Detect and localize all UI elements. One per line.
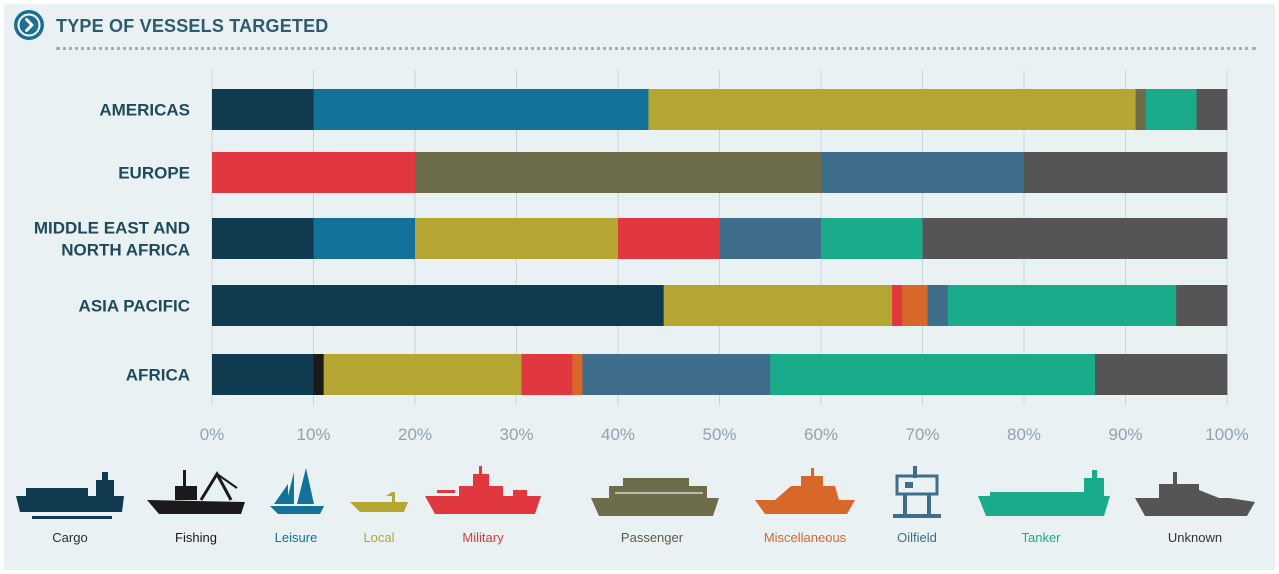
bar-segment [1176, 285, 1228, 326]
oil-rig-icon [852, 466, 982, 522]
legend-label: Fishing [175, 530, 217, 545]
bar-segment [415, 152, 822, 193]
bar-segment [927, 285, 949, 326]
bar-segment [719, 218, 822, 259]
bar-segment [582, 354, 771, 395]
category-label: AFRICA [126, 366, 190, 385]
legend-item: Local [314, 466, 444, 545]
passenger-ship-icon [587, 466, 719, 522]
x-tick-label: 60% [804, 425, 838, 444]
sailboat-icon [231, 466, 361, 522]
bar-segment [313, 89, 649, 130]
legend-item: Leisure [231, 466, 361, 545]
legend-label: Miscellaneous [763, 530, 847, 545]
x-tick-label: 40% [601, 425, 635, 444]
bar-segment [521, 354, 573, 395]
bar-segment [212, 152, 416, 193]
legend-item: Military [418, 466, 548, 545]
category-label: MIDDLE EAST AND NORTH AFRICA [34, 219, 190, 260]
bar-segment [212, 285, 665, 326]
legend-label: Unknown [1167, 530, 1223, 545]
x-tick-label: 70% [905, 425, 939, 444]
bar-segment [1024, 152, 1228, 193]
category-label: ASIA PACIFIC [79, 297, 190, 316]
legend-label: Cargo [52, 530, 88, 545]
yacht-icon [740, 466, 870, 522]
local-boat-icon [314, 466, 444, 522]
x-tick-label: 10% [296, 425, 330, 444]
legend-item: Unknown [1130, 466, 1260, 545]
bar-segment [1145, 89, 1197, 130]
bar-segment [947, 285, 1177, 326]
bar-segment [821, 218, 923, 259]
legend-item: Cargo [5, 466, 135, 545]
unknown-ship-icon [1130, 466, 1260, 522]
bar-segment [902, 285, 928, 326]
legend-label: Tanker [1021, 530, 1061, 545]
bar-segment [1135, 89, 1147, 130]
bar-segment [770, 354, 1096, 395]
bar-segment [663, 285, 893, 326]
header-divider [56, 47, 1256, 50]
bar-segment [323, 354, 522, 395]
category-label: EUROPE [118, 164, 190, 183]
warship-icon [418, 466, 548, 522]
legend-label: Local [363, 530, 395, 545]
legend-item: Oilfield [852, 466, 982, 545]
bar-segment [892, 285, 903, 326]
bar-segment [313, 218, 416, 259]
bar-segment [1095, 354, 1228, 395]
stacked-bar-chart: 0% 10% 20% 30% 40% 50% 60% 70% 80% 90% 100% AMERICA… [34, 70, 1249, 444]
x-tick-label: 100% [1205, 425, 1248, 444]
chart-legend: Cargo Fishing Leisure Local Military Pas… [0, 466, 1279, 566]
x-tick-label: 0% [200, 425, 225, 444]
fishing-boat-icon [131, 466, 261, 522]
x-tick-label: 80% [1007, 425, 1041, 444]
bar-segment [212, 89, 314, 130]
legend-label: Leisure [274, 530, 318, 545]
bar-segment [212, 218, 314, 259]
category-label: AMERICAS [99, 101, 190, 120]
tanker-ship-icon [976, 466, 1110, 522]
cargo-ship-icon [5, 466, 135, 522]
bar-segment [572, 354, 583, 395]
bar-segment [821, 152, 1025, 193]
chart-title: TYPE OF VESSELS TARGETED [56, 16, 329, 36]
bar-segment [618, 218, 720, 259]
x-tick-label: 90% [1108, 425, 1142, 444]
x-tick-label: 20% [398, 425, 432, 444]
chevron-right-icon [14, 10, 44, 40]
legend-label: Oilfield [897, 530, 937, 545]
bar-segment [648, 89, 1137, 130]
legend-item: Fishing [131, 466, 261, 545]
bar-segment [1196, 89, 1228, 130]
legend-label: Passenger [620, 530, 684, 545]
legend-item: Miscellaneous [740, 466, 870, 545]
bar-segment [313, 354, 325, 395]
legend-item: Tanker [976, 466, 1110, 545]
legend-label: Military [462, 530, 504, 545]
bar-segment [922, 218, 1228, 259]
x-tick-label: 50% [702, 425, 736, 444]
bar-segment [212, 354, 314, 395]
bar-segment [415, 218, 619, 259]
legend-item: Passenger [587, 466, 719, 545]
x-tick-label: 30% [499, 425, 533, 444]
